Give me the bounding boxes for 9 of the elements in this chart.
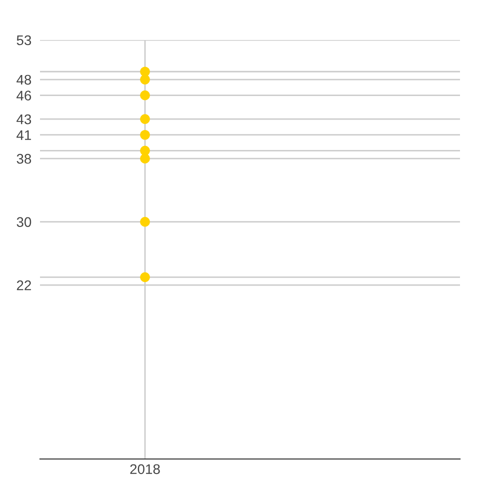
y-tick-label: 43	[16, 114, 32, 124]
y-tick-label: 41	[16, 130, 31, 140]
y-tick-label: 30	[16, 217, 32, 227]
y-tick-label: 22	[16, 280, 31, 290]
y-tick-label: 53	[16, 35, 32, 46]
y-tick-label: 46	[16, 90, 32, 101]
y-tick-label: 38	[16, 154, 32, 164]
y-tick-label: 48	[16, 74, 32, 85]
x-tick-label: 2018	[130, 464, 160, 474]
